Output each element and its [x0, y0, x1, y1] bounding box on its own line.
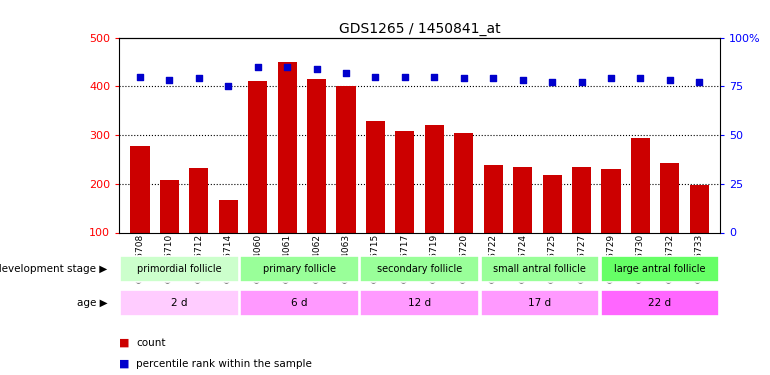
Point [399, 74, 411, 80]
Bar [601, 169, 621, 281]
Text: 6 d: 6 d [291, 298, 308, 308]
Text: 2 d: 2 d [171, 298, 188, 308]
Point [693, 80, 705, 86]
Bar [572, 166, 591, 281]
Text: 22 d: 22 d [648, 298, 671, 308]
Bar [240, 290, 359, 316]
Bar [248, 81, 267, 281]
Text: age ▶: age ▶ [77, 298, 107, 308]
Bar [240, 256, 359, 282]
Point [192, 75, 205, 81]
Text: percentile rank within the sample: percentile rank within the sample [136, 359, 312, 369]
Bar [160, 180, 179, 281]
Bar [631, 138, 650, 281]
Point [370, 74, 382, 80]
Bar [661, 163, 679, 281]
Point [457, 75, 470, 81]
Text: 17 d: 17 d [528, 298, 551, 308]
Text: ■: ■ [119, 359, 130, 369]
Bar [278, 62, 296, 281]
Bar [360, 290, 479, 316]
Point [546, 80, 558, 86]
Point [134, 74, 146, 80]
Point [252, 64, 264, 70]
Bar [360, 256, 479, 282]
Bar [219, 200, 238, 281]
Point [664, 77, 676, 83]
Point [634, 75, 647, 81]
Bar [366, 122, 385, 281]
Point [222, 83, 234, 89]
Point [487, 75, 500, 81]
Bar [484, 165, 503, 281]
Text: 12 d: 12 d [408, 298, 431, 308]
Text: primary follicle: primary follicle [263, 264, 336, 274]
Bar [130, 146, 149, 281]
Bar [601, 290, 719, 316]
Text: small antral follicle: small antral follicle [494, 264, 586, 274]
Point [163, 77, 176, 83]
Bar [120, 256, 239, 282]
Text: ■: ■ [119, 338, 130, 348]
Point [517, 77, 529, 83]
Bar [454, 133, 474, 281]
Bar [307, 79, 326, 281]
Bar [513, 166, 532, 281]
Bar [395, 131, 414, 281]
Point [575, 80, 588, 86]
Bar [425, 125, 444, 281]
Title: GDS1265 / 1450841_at: GDS1265 / 1450841_at [339, 22, 500, 36]
Text: primordial follicle: primordial follicle [137, 264, 222, 274]
Bar [543, 175, 561, 281]
Text: secondary follicle: secondary follicle [377, 264, 462, 274]
Text: count: count [136, 338, 166, 348]
Bar [480, 290, 599, 316]
Point [428, 74, 440, 80]
Bar [120, 290, 239, 316]
Bar [601, 256, 719, 282]
Point [281, 64, 293, 70]
Point [340, 70, 352, 76]
Text: development stage ▶: development stage ▶ [0, 264, 107, 274]
Point [310, 66, 323, 72]
Text: large antral follicle: large antral follicle [614, 264, 705, 274]
Bar [480, 256, 599, 282]
Bar [690, 185, 709, 281]
Point [605, 75, 618, 81]
Bar [336, 86, 356, 281]
Bar [189, 168, 209, 281]
